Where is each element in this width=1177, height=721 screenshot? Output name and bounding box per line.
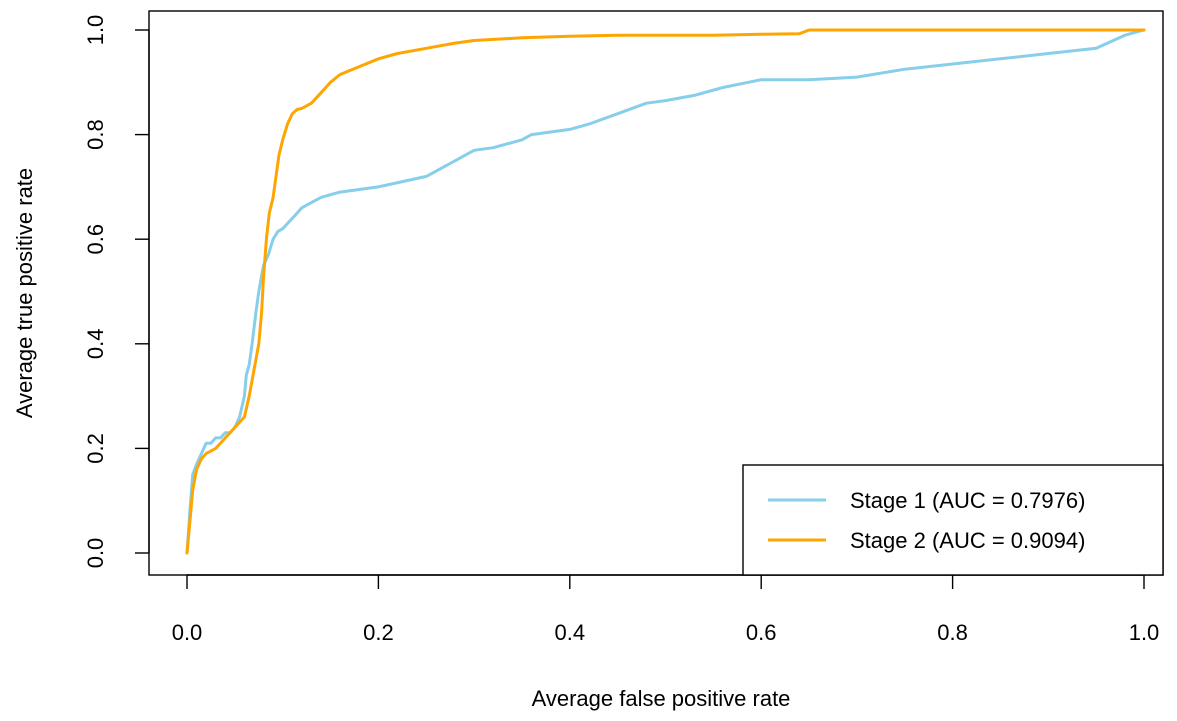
x-tick-label: 0.8	[937, 620, 968, 645]
x-tick-label: 1.0	[1129, 620, 1160, 645]
x-axis-label: Average false positive rate	[532, 686, 791, 711]
y-tick-label: 0.0	[83, 538, 108, 569]
legend-label-stage1: Stage 1 (AUC = 0.7976)	[850, 488, 1085, 513]
y-axis-label: Average true positive rate	[12, 168, 37, 418]
y-tick-label: 0.2	[83, 433, 108, 464]
legend-box	[742, 464, 1164, 576]
y-tick-label: 0.6	[83, 224, 108, 255]
y-tick-label: 0.8	[83, 119, 108, 150]
y-tick-label: 1.0	[83, 15, 108, 46]
x-tick-label: 0.4	[555, 620, 586, 645]
y-axis: 0.0 0.2 0.4 0.6 0.8 1.0	[83, 15, 150, 569]
x-tick-label: 0.2	[363, 620, 394, 645]
series-lines	[185, 28, 1146, 555]
x-tick-label: 0.0	[172, 620, 203, 645]
legend: Stage 1 (AUC = 0.7976) Stage 2 (AUC = 0.…	[742, 464, 1164, 576]
y-tick-label: 0.4	[83, 329, 108, 360]
x-tick-label: 0.6	[746, 620, 777, 645]
x-axis: 0.0 0.2 0.4 0.6 0.8 1.0	[172, 574, 1160, 645]
legend-label-stage2: Stage 2 (AUC = 0.9094)	[850, 528, 1085, 553]
series-line-stage2	[185, 28, 1146, 555]
